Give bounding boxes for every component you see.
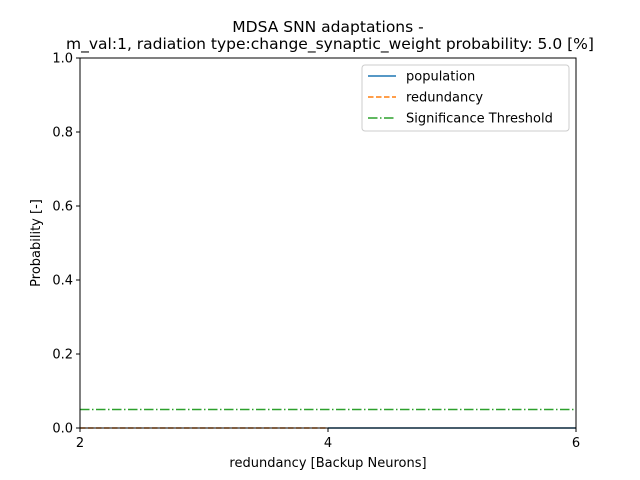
y-tick-label-0.8: 0.8 [52,126,73,141]
y-axis-label: Probability [-] [29,199,44,287]
x-tick-label-6: 6 [572,436,580,451]
y-tick-label-0.0: 0.0 [52,422,73,437]
y-tick-label-0.4: 0.4 [52,274,73,289]
y-tick-label-0.2: 0.2 [52,348,73,363]
x-tick-label-2: 2 [76,436,84,451]
x-tick-label-4: 4 [324,436,332,451]
legend-label-population: population [406,70,475,85]
chart-title-line-2: m_val:1, radiation type:change_synaptic_… [66,35,594,54]
legend-label-significance-threshold: Significance Threshold [406,112,553,127]
y-tick-label-1.0: 1.0 [52,52,73,67]
y-axis: 0.0 0.2 0.4 0.6 0.8 1.0 [52,52,80,437]
series-layer [80,408,576,429]
legend: population redundancy Significance Thresho… [361,64,570,132]
legend-label-redundancy: redundancy [406,91,483,106]
chart-title: MDSA SNN adaptations - m_val:1, radiatio… [66,18,594,54]
x-axis: 2 4 6 [76,428,580,451]
x-axis-label: redundancy [Backup Neurons] [229,456,426,471]
chart-title-line-1: MDSA SNN adaptations - [232,18,423,36]
y-tick-label-0.6: 0.6 [52,200,73,215]
legend-box [361,64,570,132]
